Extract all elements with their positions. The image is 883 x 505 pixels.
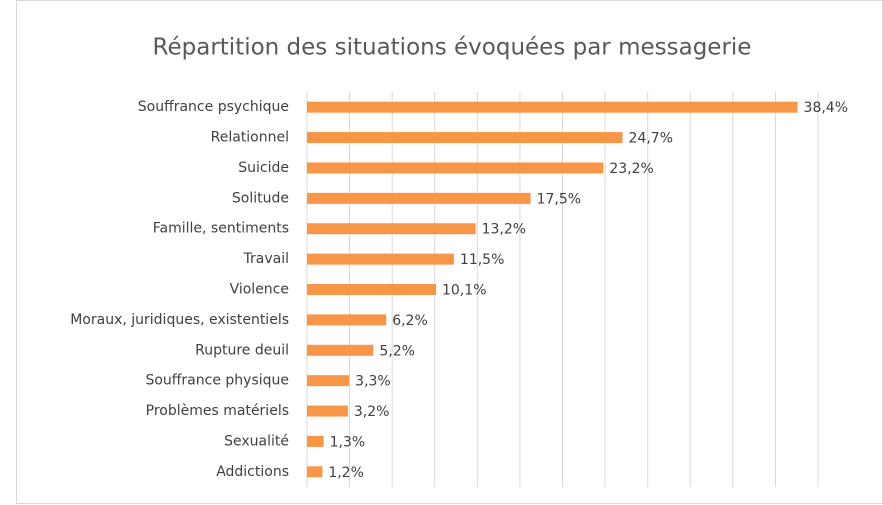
- y-tick-label: Suicide: [238, 160, 289, 176]
- data-label: 1,3%: [330, 434, 366, 450]
- y-tick-label: Souffrance psychique: [138, 99, 289, 115]
- bar: [307, 375, 350, 387]
- data-label: 24,7%: [629, 131, 673, 147]
- bar: [307, 192, 531, 204]
- y-tick-label: Rupture deuil: [195, 342, 289, 358]
- bar: [307, 314, 387, 326]
- data-label: 38,4%: [804, 100, 848, 116]
- data-label: 3,2%: [354, 404, 390, 420]
- data-label: 3,3%: [355, 374, 391, 390]
- y-tick-label: Relationnel: [211, 130, 289, 146]
- bar: [307, 162, 604, 174]
- bar: [307, 435, 324, 447]
- bar: [307, 466, 323, 478]
- data-label: 10,1%: [442, 283, 486, 299]
- bar: [307, 223, 476, 235]
- y-tick-label: Moraux, juridiques, existentiels: [70, 312, 289, 328]
- data-label: 6,2%: [392, 313, 428, 329]
- bar: [307, 132, 623, 144]
- bar: [307, 405, 348, 417]
- data-label: 1,2%: [328, 465, 364, 481]
- data-label: 23,2%: [609, 161, 653, 177]
- y-tick-label: Solitude: [232, 190, 289, 206]
- y-tick-label: Problèmes matériels: [146, 403, 289, 419]
- bar: [307, 344, 374, 356]
- data-label: 5,2%: [379, 343, 415, 359]
- y-tick-label: Travail: [243, 251, 289, 267]
- data-label: 17,5%: [537, 191, 581, 207]
- y-tick-label: Souffrance physique: [145, 373, 289, 389]
- y-tick-label: Addictions: [216, 464, 289, 480]
- bar: [307, 284, 437, 295]
- data-label: 13,2%: [482, 222, 526, 238]
- chart-frame: [16, 0, 883, 504]
- y-tick-label: Famille, sentiments: [153, 221, 289, 237]
- y-tick-label: Sexualité: [224, 433, 289, 449]
- bar: [307, 101, 798, 113]
- chart-title: Répartition des situations évoquées par …: [153, 35, 752, 61]
- data-label: 11,5%: [460, 252, 504, 268]
- y-tick-label: Violence: [230, 282, 289, 298]
- bar: [307, 253, 454, 265]
